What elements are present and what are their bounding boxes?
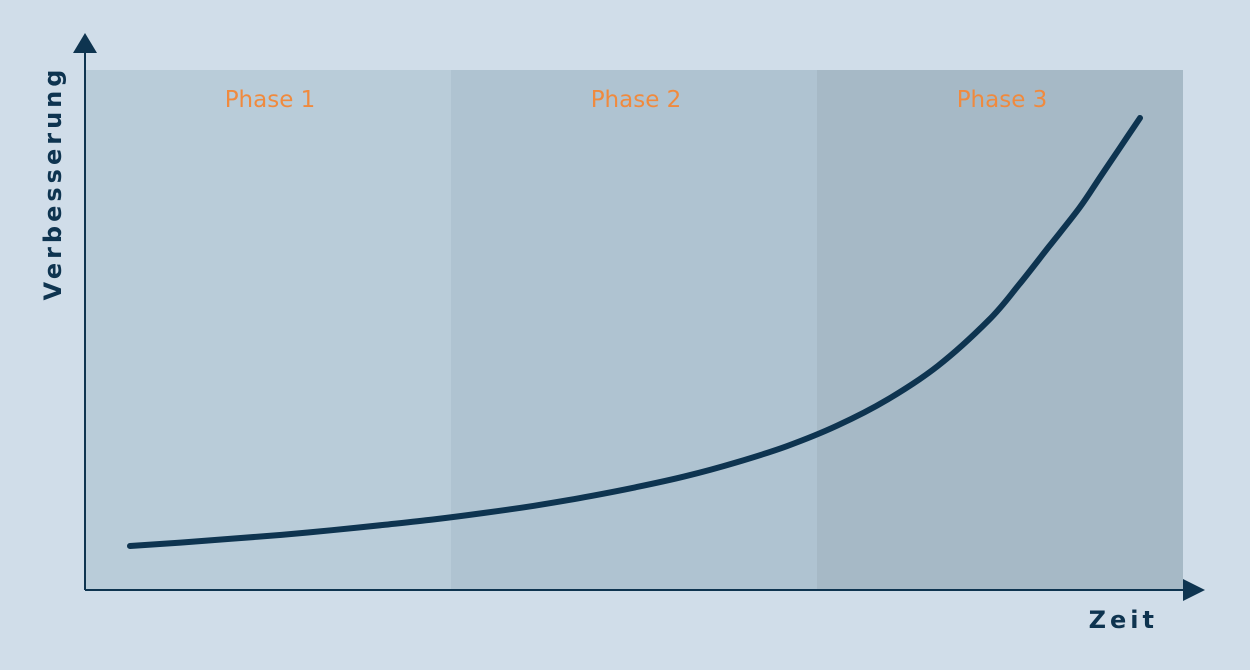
series-line <box>127 115 1143 549</box>
phase-label-3: Phase 3 <box>957 87 1048 113</box>
phase-label-2: Phase 2 <box>591 87 682 113</box>
y-axis-label: Verbesserung <box>39 66 67 301</box>
phase-band-2 <box>451 70 818 590</box>
phase-labels: Phase 1 Phase 2 Phase 3 <box>225 87 1048 113</box>
phase-bands <box>85 70 1183 590</box>
phase-band-1 <box>85 70 452 590</box>
phase-band-3 <box>817 70 1183 590</box>
x-axis-label: Zeit <box>1089 606 1158 634</box>
phase-label-1: Phase 1 <box>225 87 316 113</box>
x-axis-arrow <box>1183 579 1205 601</box>
y-axis-arrow <box>73 33 97 53</box>
